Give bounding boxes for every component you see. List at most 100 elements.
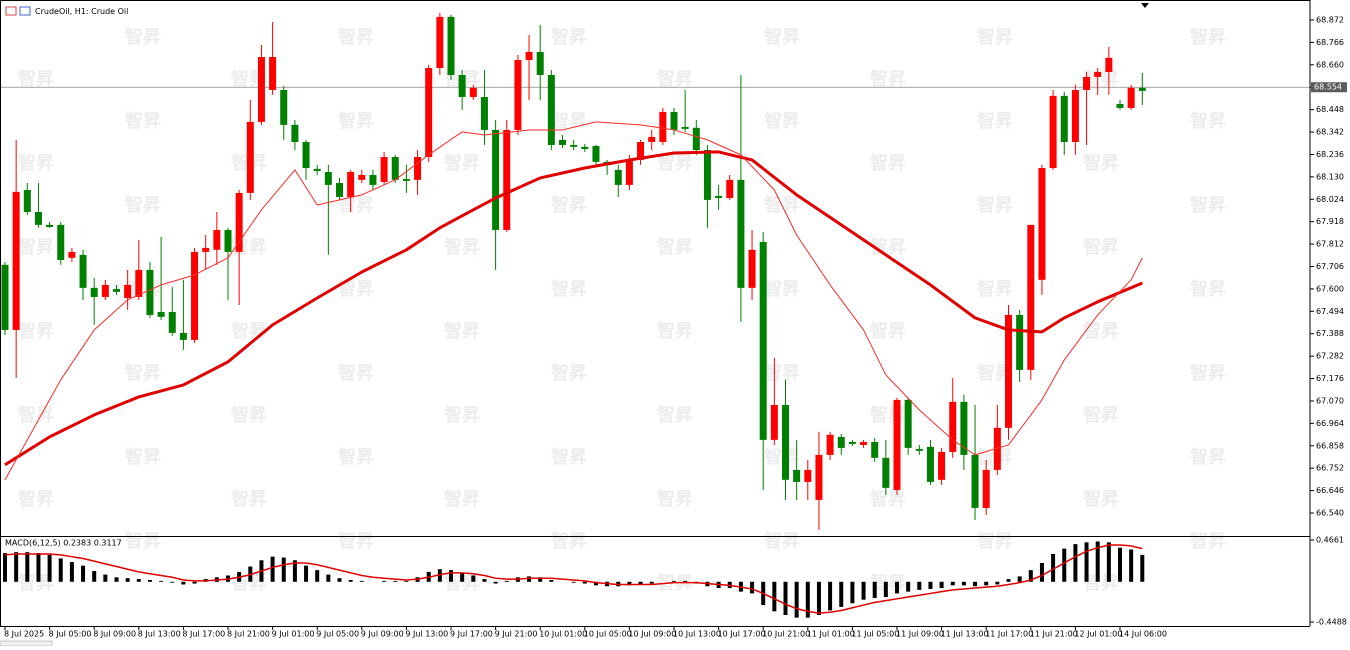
macd-bar xyxy=(103,574,108,582)
watermark: 智昇 xyxy=(338,362,374,384)
macd-bar xyxy=(850,581,855,604)
candle-body xyxy=(525,51,533,60)
icon-right xyxy=(19,6,31,16)
y-tick-label: 66.752 xyxy=(1316,464,1344,473)
candle-body xyxy=(536,51,544,75)
y-tick-label: 67.494 xyxy=(1316,307,1344,316)
watermark: 智昇 xyxy=(1083,68,1119,90)
watermark: 智昇 xyxy=(1083,152,1119,174)
macd-bar xyxy=(449,570,453,582)
macd-bar xyxy=(638,581,643,585)
macd-bar xyxy=(1129,549,1134,582)
candle-body xyxy=(648,136,656,142)
y-tick-label: 67.812 xyxy=(1316,240,1344,249)
watermark: 智昇 xyxy=(551,278,587,300)
x-tick-label: 8 Jul 05:00 xyxy=(49,630,92,639)
macd-bar xyxy=(1073,544,1078,582)
macd-bar xyxy=(92,571,97,582)
macd-bar xyxy=(917,581,922,590)
watermark: 智昇 xyxy=(870,68,906,90)
watermark: 智昇 xyxy=(125,362,161,384)
candle-body xyxy=(436,16,444,68)
macd-bar xyxy=(159,580,164,582)
y-tick-label: 66.646 xyxy=(1316,486,1344,495)
moving-average xyxy=(4,121,1143,481)
macd-bar xyxy=(549,579,554,582)
macd-bar xyxy=(36,553,41,582)
y-tick-label: 66.964 xyxy=(1316,419,1344,428)
macd-bar xyxy=(582,581,587,584)
plot-area xyxy=(0,12,1310,530)
watermark: 智昇 xyxy=(764,110,800,132)
candle-body xyxy=(559,139,566,145)
y-tick-label: 68.448 xyxy=(1316,105,1344,114)
candle-body xyxy=(202,247,210,252)
candle-body xyxy=(90,287,98,297)
macd-signal xyxy=(4,544,1143,614)
candle-body xyxy=(358,174,366,180)
candle-body xyxy=(46,224,54,227)
watermark: 智昇 xyxy=(657,152,693,174)
candle-body xyxy=(982,469,990,508)
x-tick-label: 9 Jul 13:00 xyxy=(405,630,448,639)
macd-bar xyxy=(950,581,955,586)
watermark: 智昇 xyxy=(338,194,374,216)
candle-body xyxy=(1005,314,1012,428)
candle-body xyxy=(503,129,511,230)
candle-body xyxy=(12,191,20,330)
watermark: 智昇 xyxy=(1190,362,1226,384)
candle-body xyxy=(1071,89,1079,142)
watermark: 智昇 xyxy=(125,530,161,552)
candle-body xyxy=(1105,57,1113,73)
candle-body xyxy=(1,264,9,330)
watermark: 智昇 xyxy=(1083,488,1119,510)
candle-body xyxy=(659,111,667,142)
macd-bar xyxy=(939,581,944,589)
watermark: 智昇 xyxy=(551,26,587,48)
watermark: 智昇 xyxy=(657,488,693,510)
candle-body xyxy=(748,249,756,288)
macd-bar xyxy=(683,580,688,582)
candle-body xyxy=(848,441,856,444)
y-tick-label: 68.236 xyxy=(1316,150,1344,159)
watermark: 智昇 xyxy=(1190,110,1226,132)
candle-body xyxy=(715,195,723,199)
x-tick-label: 9 Jul 05:00 xyxy=(316,630,359,639)
candle-body xyxy=(402,178,410,181)
candle-body xyxy=(291,124,299,142)
macd-bar xyxy=(973,581,978,587)
macd-bar xyxy=(538,577,543,582)
macd-bar xyxy=(895,581,899,594)
macd-bar xyxy=(649,581,654,584)
macd-tick-label: 0.4661 xyxy=(1316,535,1344,544)
candle-body xyxy=(113,288,120,292)
x-tick-label: 10 Jul 17:00 xyxy=(718,630,766,639)
macd-bar xyxy=(81,565,86,582)
candle-body xyxy=(782,404,789,480)
macd-bar xyxy=(14,552,19,582)
x-tick-label: 9 Jul 01:00 xyxy=(272,630,315,639)
candle-body xyxy=(670,111,678,130)
candle-body xyxy=(57,224,65,260)
candle-body xyxy=(1127,87,1135,108)
macd-bar xyxy=(750,581,755,594)
watermark: 智昇 xyxy=(870,152,906,174)
candle-body xyxy=(592,146,600,162)
candle-body xyxy=(860,441,868,445)
macd-bar xyxy=(1006,579,1011,582)
macd-bar xyxy=(872,581,877,598)
candle-body xyxy=(302,141,310,168)
y-tick-label: 66.858 xyxy=(1316,441,1344,450)
candle-body xyxy=(257,57,265,122)
watermark: 智昇 xyxy=(444,236,480,258)
candle-body xyxy=(458,74,466,97)
candle-body xyxy=(179,332,187,340)
macd-bar xyxy=(527,576,532,582)
shift-marker xyxy=(1141,3,1149,8)
macd-bar xyxy=(861,581,866,600)
watermark: 智昇 xyxy=(551,446,587,468)
watermark: 智昇 xyxy=(125,446,161,468)
macd-bar xyxy=(460,572,465,582)
watermark: 智昇 xyxy=(870,404,906,426)
